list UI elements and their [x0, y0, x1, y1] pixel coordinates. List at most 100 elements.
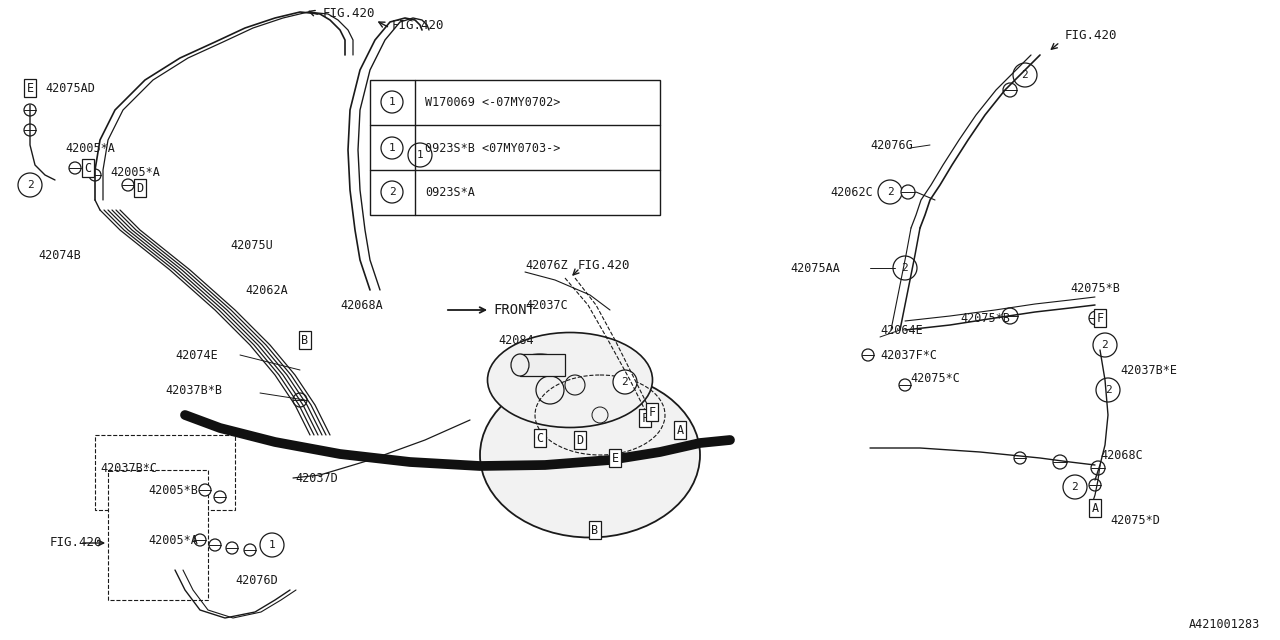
Text: 2: 2 — [1021, 70, 1028, 80]
Text: 42076Z: 42076Z — [525, 259, 568, 271]
Circle shape — [613, 370, 637, 394]
Circle shape — [1093, 333, 1117, 357]
Text: 2: 2 — [389, 187, 396, 197]
Circle shape — [293, 393, 307, 407]
Circle shape — [1062, 475, 1087, 499]
Text: 1: 1 — [389, 143, 396, 153]
Circle shape — [1012, 63, 1037, 87]
Text: 42037F*C: 42037F*C — [881, 349, 937, 362]
Text: 2: 2 — [622, 377, 628, 387]
Circle shape — [861, 349, 874, 361]
Text: W170069 <-07MY0702>: W170069 <-07MY0702> — [425, 95, 561, 109]
Text: D: D — [576, 433, 584, 447]
Text: 42075*B: 42075*B — [960, 312, 1010, 324]
Circle shape — [1091, 461, 1105, 475]
Circle shape — [899, 379, 911, 391]
Bar — [108, 470, 207, 600]
Text: 42074B: 42074B — [38, 248, 81, 262]
Text: 42005*A: 42005*A — [110, 166, 160, 179]
Text: 1: 1 — [269, 540, 275, 550]
Text: 42075*B: 42075*B — [1070, 282, 1120, 294]
Text: 42075AD: 42075AD — [45, 81, 95, 95]
Text: 42005*B: 42005*B — [148, 483, 198, 497]
Circle shape — [195, 534, 206, 546]
Circle shape — [1002, 308, 1018, 324]
Circle shape — [381, 181, 403, 203]
Text: 42075*D: 42075*D — [1110, 513, 1160, 527]
Text: 42076G: 42076G — [870, 138, 913, 152]
Text: 42037B*E: 42037B*E — [1120, 364, 1178, 376]
Text: B: B — [591, 524, 599, 536]
Circle shape — [1096, 378, 1120, 402]
Text: 42075*C: 42075*C — [910, 371, 960, 385]
Text: FRONT: FRONT — [493, 303, 535, 317]
Text: 2: 2 — [887, 187, 893, 197]
Text: 1: 1 — [389, 97, 396, 107]
Bar — [370, 80, 660, 215]
Text: FIG.420: FIG.420 — [392, 19, 444, 31]
Text: 42037B*B: 42037B*B — [165, 383, 221, 397]
Text: A: A — [1092, 502, 1098, 515]
Text: 42037B*C: 42037B*C — [100, 461, 157, 474]
Text: 0923S*B <07MY0703->: 0923S*B <07MY0703-> — [425, 141, 561, 154]
Text: 2: 2 — [27, 180, 33, 190]
Circle shape — [209, 539, 221, 551]
Text: 2: 2 — [1105, 385, 1111, 395]
Circle shape — [1089, 479, 1101, 491]
Text: 42037D: 42037D — [294, 472, 338, 484]
Circle shape — [69, 162, 81, 174]
Text: 42075U: 42075U — [230, 239, 273, 252]
Text: F: F — [1097, 312, 1103, 324]
Text: FIG.420: FIG.420 — [323, 6, 375, 19]
Circle shape — [1014, 452, 1027, 464]
Text: 2: 2 — [1102, 340, 1108, 350]
Text: 42074E: 42074E — [175, 349, 218, 362]
Text: 42084: 42084 — [498, 333, 534, 346]
Circle shape — [1004, 83, 1018, 97]
Circle shape — [24, 124, 36, 136]
Text: D: D — [137, 182, 143, 195]
Text: FIG.420: FIG.420 — [50, 536, 102, 550]
Circle shape — [198, 484, 211, 496]
Text: 42062A: 42062A — [244, 284, 288, 296]
Ellipse shape — [511, 354, 529, 376]
Circle shape — [18, 173, 42, 197]
Text: 42005*A: 42005*A — [148, 534, 198, 547]
Ellipse shape — [480, 372, 700, 538]
Text: FIG.420: FIG.420 — [1065, 29, 1117, 42]
Text: 42068C: 42068C — [1100, 449, 1143, 461]
Circle shape — [227, 542, 238, 554]
Circle shape — [901, 185, 915, 199]
Circle shape — [214, 491, 227, 503]
Text: E: E — [612, 451, 618, 465]
Text: 42005*A: 42005*A — [65, 141, 115, 154]
Ellipse shape — [517, 354, 562, 376]
Circle shape — [90, 169, 101, 181]
Circle shape — [24, 104, 36, 116]
Bar — [95, 435, 236, 510]
Text: 2: 2 — [1071, 482, 1078, 492]
Circle shape — [260, 533, 284, 557]
Circle shape — [381, 137, 403, 159]
Text: 42076D: 42076D — [236, 573, 278, 586]
Text: C: C — [536, 431, 544, 445]
Circle shape — [408, 143, 433, 167]
Bar — [520, 354, 564, 376]
Text: 42064E: 42064E — [881, 323, 923, 337]
Text: A: A — [676, 424, 684, 436]
Text: F: F — [649, 406, 655, 419]
Text: C: C — [84, 161, 92, 175]
Text: E: E — [27, 81, 33, 95]
Circle shape — [878, 180, 902, 204]
Text: 42062C: 42062C — [829, 186, 873, 198]
Text: F: F — [641, 412, 649, 424]
Text: B: B — [301, 333, 308, 346]
Circle shape — [893, 256, 916, 280]
Text: 1: 1 — [416, 150, 424, 160]
Text: 42068A: 42068A — [340, 298, 383, 312]
Circle shape — [244, 544, 256, 556]
Text: 42075AA: 42075AA — [790, 262, 840, 275]
Circle shape — [1089, 311, 1103, 325]
Circle shape — [1053, 455, 1068, 469]
Text: 0923S*A: 0923S*A — [425, 186, 475, 198]
